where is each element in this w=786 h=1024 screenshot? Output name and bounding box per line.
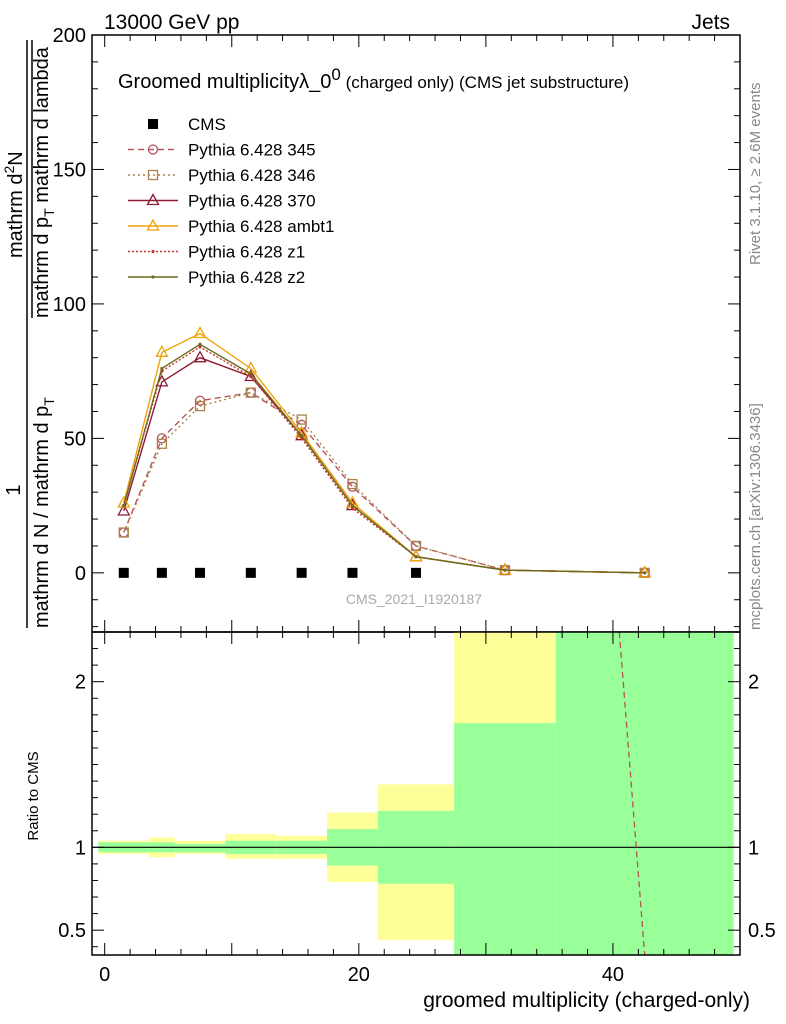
series-line-5	[123, 343, 645, 574]
ratio-series-345-line	[618, 631, 646, 956]
legend-marker-2	[147, 169, 159, 181]
main-ytick-label: 100	[53, 294, 86, 316]
ratio-y-label: Ratio to CMS	[25, 751, 42, 840]
main-ytick-label: 50	[64, 428, 86, 450]
legend-label-4: Pythia 6.428 ambt1	[188, 217, 334, 236]
legend-marker-0	[148, 119, 158, 129]
series-1-point	[245, 387, 256, 398]
series-5-point	[249, 372, 253, 376]
cms-data-point	[118, 567, 129, 578]
ratio-ytick-label: 1	[75, 837, 86, 859]
legend-marker-3	[146, 193, 160, 206]
y-label-right-numerator: mathrm d2N	[1, 151, 27, 258]
series-line-2	[123, 356, 645, 574]
ratio-ytick-label-right: 2	[748, 672, 759, 694]
legend-label-0: CMS	[188, 115, 226, 134]
series-1-point	[347, 478, 358, 490]
series-5-point	[414, 555, 418, 559]
series-4-point	[198, 345, 202, 349]
title-main: Groomed multiplicity	[118, 71, 299, 93]
series-1-point	[296, 414, 307, 425]
mcplots-label: mcplots.cern.ch [arXiv:1306.3436]	[747, 403, 764, 630]
series-0-point	[156, 433, 168, 444]
ratio-band-green-7	[454, 723, 556, 955]
cms-data-point	[156, 567, 167, 578]
header-left: 13000 GeV pp	[104, 11, 239, 34]
ratio-frame	[91, 631, 741, 956]
legend-label-3: Pythia 6.428 370	[188, 192, 316, 211]
xtick-label: 40	[602, 964, 624, 986]
cms-data-point	[296, 567, 307, 578]
series-3-point	[193, 326, 207, 339]
series-5-point	[122, 504, 126, 508]
ratio-ytick-label-right: 1	[748, 837, 759, 859]
series-5-point	[300, 434, 304, 438]
cms-data-point	[195, 567, 205, 578]
y-label-one: 1	[3, 484, 25, 495]
plot-title: Groomed multiplicityλ_00 (charged only) …	[118, 65, 629, 93]
analysis-watermark: CMS_2021_I1920187	[346, 591, 482, 607]
series-1-point	[118, 527, 129, 538]
series-5-point	[350, 504, 355, 508]
rivet-label: Rivet 3.1.10, ≥ 2.6M events	[747, 83, 764, 266]
series-3-point	[638, 565, 652, 578]
xtick-label: 0	[99, 964, 110, 986]
xtick-label: 20	[348, 964, 370, 986]
series-line-3	[123, 332, 645, 574]
series-5-point	[160, 366, 164, 371]
y-label-right-denominator: mathrm d pT mathrm d lambda	[31, 46, 57, 318]
series-3-point	[409, 549, 423, 562]
x-axis-label: groomed multiplicity (charged-only)	[423, 989, 750, 1012]
main-ytick-label: 0	[75, 563, 86, 585]
legend-marker-6	[151, 275, 155, 279]
legend-marker-4	[146, 218, 160, 231]
legend-marker-5	[151, 249, 155, 254]
series-line-4	[123, 346, 645, 574]
series-1-point	[156, 438, 168, 449]
title-lambda: λ_0	[299, 71, 331, 93]
series-4-point	[350, 506, 355, 510]
header-right: Jets	[691, 11, 730, 34]
ratio-ytick-label: 2	[75, 672, 86, 694]
series-5-point	[198, 342, 202, 346]
legend-label-5: Pythia 6.428 z1	[188, 243, 305, 262]
series-0-point	[194, 395, 206, 406]
ratio-ytick-label: 0.5	[58, 920, 86, 942]
legend-marker-1	[147, 144, 159, 155]
y-label-denominator: mathrm d N / mathrm d pT	[31, 397, 57, 628]
ratio-band-green-2	[174, 844, 226, 853]
main-ytick-label: 150	[53, 159, 86, 181]
cms-data-point	[411, 567, 421, 578]
legend-label-1: Pythia 6.428 345	[188, 141, 316, 160]
ratio-band-green-8	[555, 632, 734, 955]
series-5-point	[643, 571, 647, 575]
series-3-point	[155, 344, 169, 357]
cms-data-point	[347, 567, 358, 578]
series-5-point	[503, 568, 507, 572]
series-line-1	[123, 391, 645, 574]
series-1-point	[194, 400, 206, 412]
title-superscript: 0	[331, 65, 340, 84]
ratio-panel: 0 20 40 0.5 0.5 1 1 2 2	[58, 631, 776, 986]
legend-label-2: Pythia 6.428 346	[188, 166, 316, 185]
legend-label-6: Pythia 6.428 z2	[188, 268, 305, 287]
title-tail: (charged only) (CMS jet substructure)	[341, 73, 629, 92]
y-axis-label: 1 mathrm d N / mathrm d pT mathrm d2N ma…	[1, 40, 57, 628]
cms-data-point	[245, 567, 256, 578]
series-2-point	[117, 503, 131, 516]
series-2-point	[193, 350, 207, 363]
main-panel: 0 50 100 150 200 CMS Pythia 6.428 345 Pythia 6.…	[53, 25, 741, 633]
main-ytick-label: 200	[53, 25, 86, 47]
ratio-ytick-label-right: 0.5	[748, 920, 776, 942]
series-line-0	[123, 391, 645, 574]
